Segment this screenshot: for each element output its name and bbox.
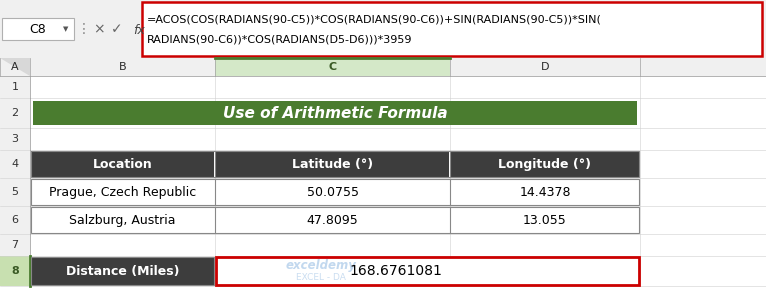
Text: B: B	[119, 62, 126, 72]
Bar	[0, 98, 30, 128]
Text: RADIANS(90-C6))*COS(RADIANS(D5-D6)))*3959: RADIANS(90-C6))*COS(RADIANS(D5-D6)))*395…	[147, 35, 413, 45]
Text: EXCEL - DA: EXCEL - DA	[296, 273, 345, 281]
Text: 50.0755: 50.0755	[306, 186, 358, 199]
Text: ⋮: ⋮	[77, 22, 91, 36]
Text: ✓: ✓	[111, 22, 123, 36]
Bar	[31, 151, 214, 177]
Polygon shape	[0, 58, 30, 76]
Text: 8: 8	[11, 266, 19, 276]
Bar	[0, 0, 766, 58]
Bar	[216, 257, 639, 285]
Text: exceldemy: exceldemy	[285, 260, 356, 273]
Text: Location: Location	[93, 157, 152, 170]
Bar	[0, 150, 30, 178]
Text: C8: C8	[30, 22, 47, 36]
Bar	[33, 101, 637, 125]
Text: Latitude (°): Latitude (°)	[292, 157, 373, 170]
Bar	[0, 206, 30, 234]
Bar	[0, 58, 766, 296]
Bar	[31, 257, 214, 285]
Bar	[216, 151, 449, 177]
Text: 14.4378: 14.4378	[519, 186, 571, 199]
Text: 3: 3	[11, 134, 18, 144]
Bar	[142, 2, 762, 56]
Text: Use of Arithmetic Formula: Use of Arithmetic Formula	[223, 105, 447, 120]
Text: A: A	[11, 62, 19, 72]
Bar	[31, 207, 639, 233]
Text: Distance (Miles): Distance (Miles)	[66, 265, 179, 278]
Text: 7: 7	[11, 240, 18, 250]
Text: Prague, Czech Republic: Prague, Czech Republic	[49, 186, 196, 199]
Bar	[0, 178, 30, 206]
Bar	[31, 151, 639, 177]
Bar	[215, 58, 450, 76]
Text: C: C	[329, 62, 336, 72]
Text: 2: 2	[11, 108, 18, 118]
Text: 47.8095: 47.8095	[306, 213, 358, 226]
Text: 5: 5	[11, 187, 18, 197]
Bar	[31, 179, 639, 205]
Bar	[0, 234, 30, 256]
Text: 13.055: 13.055	[523, 213, 567, 226]
Text: 1: 1	[11, 82, 18, 92]
Bar	[2, 18, 74, 40]
Bar	[0, 128, 30, 150]
Text: =ACOS(COS(RADIANS(90-C5))*COS(RADIANS(90-C6))+SIN(RADIANS(90-C5))*SIN(: =ACOS(COS(RADIANS(90-C5))*COS(RADIANS(90…	[147, 14, 602, 24]
Text: fx: fx	[133, 23, 145, 36]
Text: ×: ×	[93, 22, 105, 36]
Text: 168.6761081: 168.6761081	[349, 264, 443, 278]
Text: Longitude (°): Longitude (°)	[499, 157, 591, 170]
Text: 6: 6	[11, 215, 18, 225]
Bar	[0, 58, 766, 76]
Bar	[451, 151, 639, 177]
Bar	[0, 256, 30, 286]
Text: D: D	[541, 62, 549, 72]
Bar	[0, 76, 30, 98]
Text: ▼: ▼	[64, 26, 69, 32]
Text: 4: 4	[11, 159, 18, 169]
Text: Salzburg, Austria: Salzburg, Austria	[69, 213, 175, 226]
